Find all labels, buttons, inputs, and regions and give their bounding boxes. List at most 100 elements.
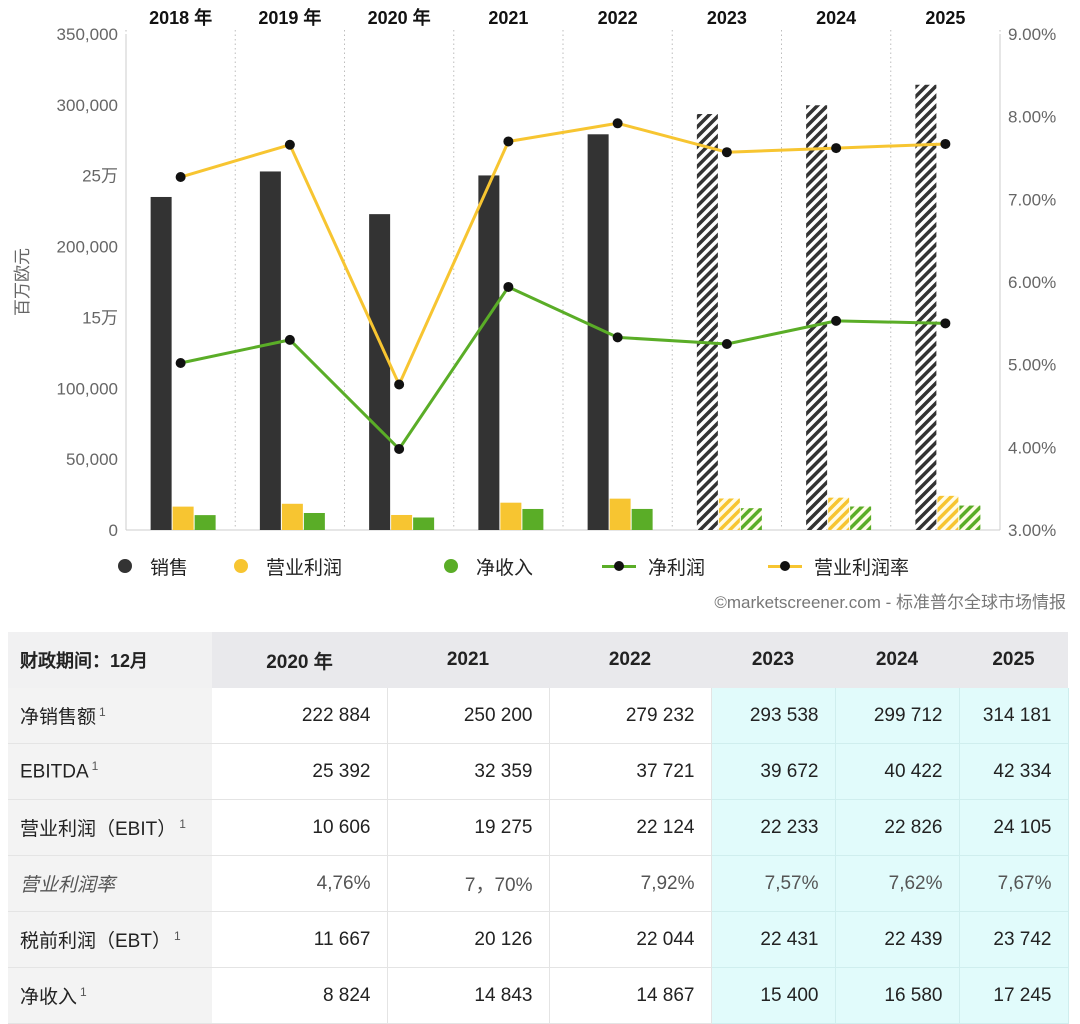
point-operating-margin: [394, 379, 405, 390]
table-cell: 8 824: [212, 967, 388, 1024]
table-cell: 22 044: [549, 911, 712, 968]
bar-net-income: [413, 517, 435, 530]
row-label: 税前利润（EBT） 1: [8, 911, 212, 968]
bar-net-income: [959, 505, 981, 530]
table-cell-forecast: 7,62%: [835, 855, 960, 912]
row-label: 净销售额 1: [8, 688, 212, 744]
bar-net-income: [194, 515, 216, 530]
table-cell-forecast: 7,67%: [959, 855, 1069, 912]
legend-label-operating-profit: 营业利润: [266, 557, 343, 579]
point-net-margin: [612, 332, 623, 343]
year-label: 2022: [598, 8, 638, 28]
chart-canvas: 350,000 300,000 25万 200,000 15万 100,000 50,000…: [13, 7, 1056, 540]
column-header: 2021: [387, 632, 549, 688]
table-cell: 11 667: [212, 911, 388, 968]
fiscal-period-value: 12月: [110, 651, 149, 671]
left-axis-tick-label: 100,000: [57, 379, 118, 398]
left-axis-tick-label: 15万: [82, 308, 118, 327]
point-operating-margin: [721, 147, 732, 158]
legend-label-net-margin: 净利润: [648, 557, 706, 579]
financial-table: 财政期间：12月 2020 年 2021 2022 2023 2024 2025…: [8, 632, 1069, 1024]
point-net-margin: [721, 339, 732, 349]
column-header: 2024: [835, 632, 959, 688]
table-cell-forecast: 23 742: [959, 911, 1069, 968]
legend-item-operating-margin[interactable]: 营业利润率: [768, 552, 909, 580]
point-net-margin: [394, 443, 405, 454]
point-operating-margin: [175, 172, 186, 183]
column-header: 2023: [711, 632, 835, 688]
table-cell-forecast: 22 826: [835, 799, 960, 856]
bar-operating-profit: [281, 503, 303, 530]
table-cell: 279 232: [549, 688, 712, 744]
bar-operating-profit: [828, 497, 850, 530]
right-axis-tick-label: 6.00%: [1008, 273, 1056, 292]
bar-sales: [478, 175, 500, 531]
table-cell-forecast: 16 580: [835, 967, 960, 1024]
point-net-margin: [503, 281, 514, 292]
table-cell-forecast: 22 431: [711, 911, 836, 968]
bar-net-income: [631, 508, 653, 530]
bar-sales: [259, 171, 281, 530]
bar-operating-profit: [609, 498, 631, 530]
bar-sales: [587, 134, 609, 530]
point-operating-margin: [940, 138, 951, 149]
legend-swatch-operating-margin: [768, 559, 802, 573]
left-axis-tick-label: 200,000: [57, 238, 118, 257]
table-cell: 7,92%: [549, 855, 712, 912]
table-cell-forecast: 22 439: [835, 911, 960, 968]
legend-item-net-income[interactable]: 净收入: [444, 552, 533, 580]
table-cell: 32 359: [387, 743, 550, 800]
footnote-marker: 1: [91, 759, 99, 774]
row-label: EBITDA 1: [8, 743, 212, 800]
column-header: 2020 年: [212, 632, 387, 688]
legend-swatch-operating-profit: [234, 559, 248, 573]
table-cell-forecast: 22 233: [711, 799, 836, 856]
table-cell-forecast: 293 538: [711, 688, 836, 744]
row-label: 净收入 1: [8, 967, 212, 1024]
table-row-net-income: 净收入 1 8 824 14 843 14 867 15 400 16 580 1…: [8, 967, 1069, 1024]
bar-operating-profit: [391, 514, 413, 530]
bar-net-income: [522, 508, 544, 530]
right-axis-tick-label: 5.00%: [1008, 356, 1056, 375]
financial-chart: 350,000 300,000 25万 200,000 15万 100,000 50,000…: [13, 7, 1066, 612]
left-axis-tick-label: 300,000: [57, 96, 118, 115]
year-label: 2025: [925, 8, 965, 28]
footnote-marker: 1: [173, 928, 181, 943]
table-cell: 250 200: [387, 688, 550, 744]
bar-net-income: [850, 506, 872, 530]
table-cell: 14 843: [387, 967, 550, 1024]
table-cell: 20 126: [387, 911, 550, 968]
footnote-marker: 1: [99, 704, 106, 719]
table-cell: 10 606: [212, 799, 388, 856]
row-label: 营业利润率: [8, 855, 212, 912]
bar-sales: [915, 84, 937, 530]
table-cell-forecast: 7,57%: [711, 855, 836, 912]
left-axis-tick-label: 25万: [82, 167, 118, 186]
table-cell: 14 867: [549, 967, 712, 1024]
legend-item-net-margin[interactable]: 净利润: [602, 552, 705, 580]
point-operating-margin: [284, 139, 295, 150]
legend-label-net-income: 净收入: [476, 557, 534, 579]
legend-swatch-sales: [118, 559, 132, 573]
line-net-margin: [180, 285, 946, 451]
right-axis-tick-label: 3.00%: [1008, 521, 1056, 540]
table-header-row: 财政期间：12月 2020 年 2021 2022 2023 2024 2025: [8, 632, 1068, 688]
bar-net-income: [303, 512, 325, 530]
point-operating-margin: [503, 136, 514, 147]
point-net-margin: [831, 315, 842, 326]
fiscal-period-header: 财政期间：12月: [8, 632, 212, 688]
right-axis-tick-label: 8.00%: [1008, 108, 1056, 127]
row-label: 营业利润（EBIT） 1: [8, 799, 212, 856]
legend-swatch-net-income: [444, 559, 458, 573]
row-label-text: 税前利润（EBT）: [20, 931, 171, 952]
point-operating-margin: [612, 118, 623, 129]
legend-label-sales: 销售: [150, 557, 189, 579]
table-cell-forecast: 42 334: [959, 743, 1069, 800]
legend-item-operating-profit[interactable]: 营业利润: [234, 552, 342, 580]
bar-operating-profit: [172, 506, 194, 530]
legend-item-sales[interactable]: 销售: [118, 552, 188, 580]
point-net-margin: [175, 358, 186, 369]
year-label: 2023: [707, 8, 747, 28]
row-label-text: 净收入: [20, 987, 78, 1008]
bar-sales: [696, 114, 718, 531]
